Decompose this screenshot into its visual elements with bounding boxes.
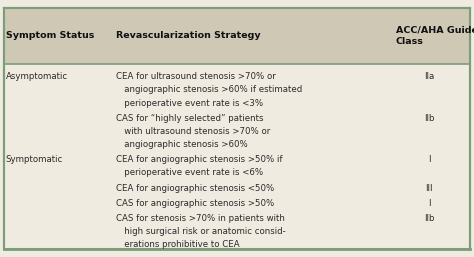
Text: CAS for angiographic stenosis >50%: CAS for angiographic stenosis >50% — [116, 199, 274, 208]
Text: IIb: IIb — [424, 214, 434, 223]
Text: CEA for angiographic stenosis <50%: CEA for angiographic stenosis <50% — [116, 184, 274, 193]
Text: I: I — [428, 199, 430, 208]
Text: erations prohibitive to CEA: erations prohibitive to CEA — [116, 240, 240, 249]
Text: CAS for stenosis >70% in patients with: CAS for stenosis >70% in patients with — [116, 214, 285, 223]
Text: Revascularization Strategy: Revascularization Strategy — [116, 31, 261, 41]
Text: CEA for ultrasound stenosis >70% or: CEA for ultrasound stenosis >70% or — [116, 72, 276, 81]
Text: IIa: IIa — [424, 72, 434, 81]
Text: angiographic stenosis >60% if estimated: angiographic stenosis >60% if estimated — [116, 85, 302, 94]
Text: Symptomatic: Symptomatic — [6, 155, 63, 164]
Text: ACC/AHA Guideline
Class: ACC/AHA Guideline Class — [396, 26, 474, 46]
Text: with ultrasound stenosis >70% or: with ultrasound stenosis >70% or — [116, 127, 270, 136]
Text: III: III — [425, 184, 433, 193]
Text: CEA for angiographic stenosis >50% if: CEA for angiographic stenosis >50% if — [116, 155, 283, 164]
Text: high surgical risk or anatomic consid-: high surgical risk or anatomic consid- — [116, 227, 286, 236]
Text: perioperative event rate is <6%: perioperative event rate is <6% — [116, 169, 263, 178]
Text: angiographic stenosis >60%: angiographic stenosis >60% — [116, 140, 248, 149]
Text: I: I — [428, 155, 430, 164]
Bar — [4, 8, 470, 64]
Text: IIb: IIb — [424, 114, 434, 123]
Text: CAS for “highly selected” patients: CAS for “highly selected” patients — [116, 114, 264, 123]
Text: Asymptomatic: Asymptomatic — [6, 72, 68, 81]
Text: perioperative event rate is <3%: perioperative event rate is <3% — [116, 98, 263, 108]
Text: Symptom Status: Symptom Status — [6, 31, 94, 41]
